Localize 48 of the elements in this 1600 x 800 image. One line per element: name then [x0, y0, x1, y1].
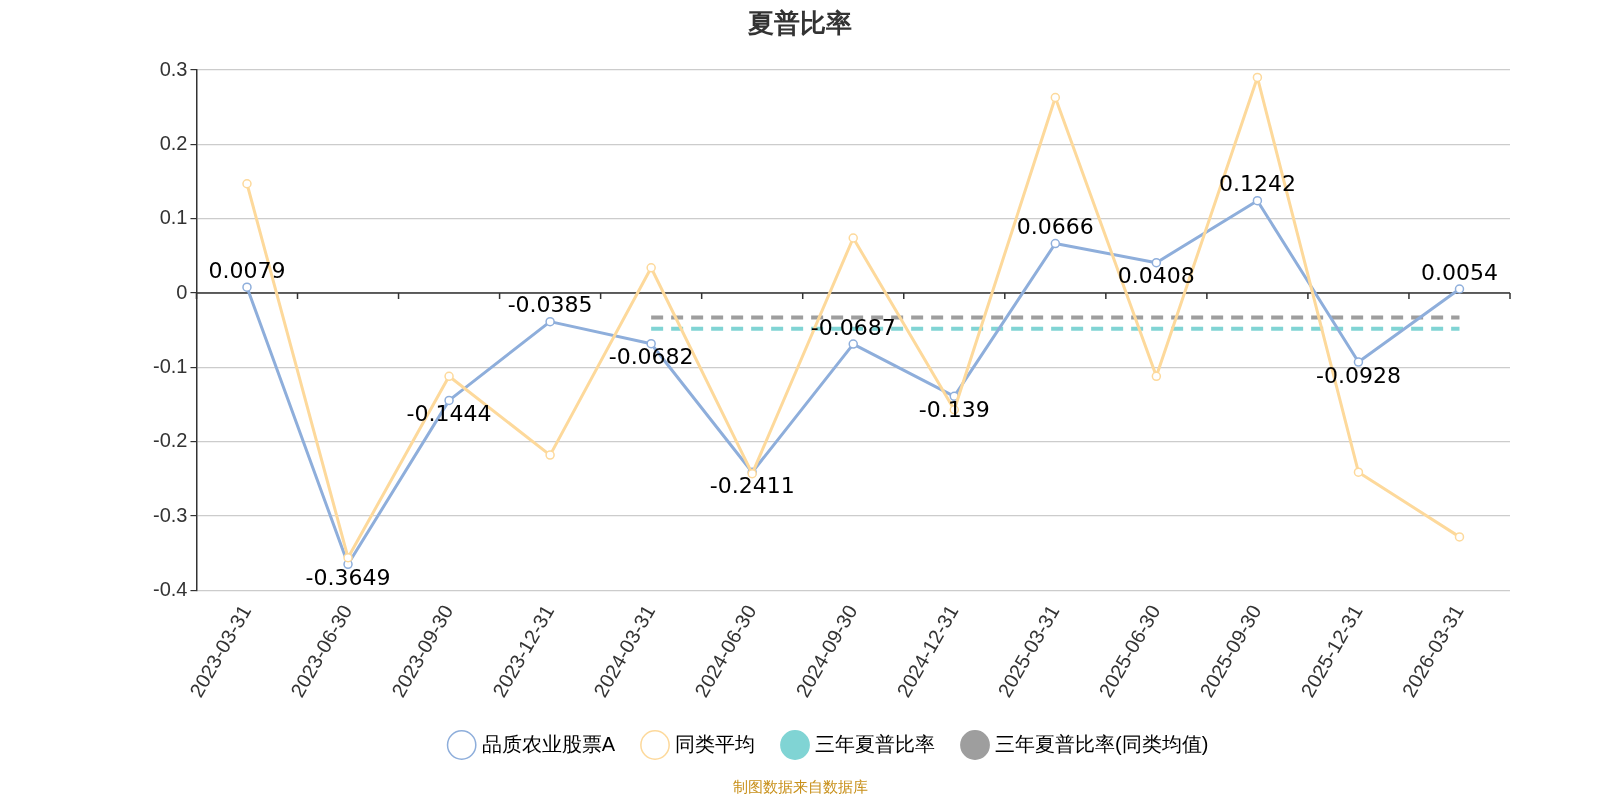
point [343, 552, 353, 563]
point [444, 395, 454, 406]
point [1151, 371, 1162, 382]
data-label: 0.1242 [1218, 171, 1296, 197]
data-label: -0.0385 [507, 292, 593, 318]
y-tick-label: 0.3 [159, 57, 188, 80]
data-label: 0.0666 [1016, 214, 1094, 240]
point [1353, 467, 1364, 477]
data-label: -0.139 [918, 397, 990, 423]
point [242, 179, 252, 189]
data-label: -0.0682 [608, 344, 694, 370]
y-tick-label: 0 [176, 280, 188, 303]
data-label: -0.0687 [810, 314, 896, 340]
y-tick-label: -0.4 [152, 577, 188, 600]
data-label: 0.0054 [1420, 259, 1498, 285]
data-label: 0.0079 [208, 257, 286, 283]
data-label: 0.0408 [1117, 263, 1195, 289]
point [1050, 92, 1061, 103]
y-tick-label: -0.2 [152, 429, 188, 452]
data-label: -0.0928 [1315, 362, 1401, 388]
point [1252, 72, 1263, 83]
y-tick-label: -0.1 [152, 354, 188, 377]
text: 制图数据来自数据库 [731, 778, 869, 797]
point [545, 316, 555, 327]
point [646, 263, 656, 273]
y-tick-label: 0.1 [159, 206, 188, 229]
point [545, 450, 555, 460]
y-tick-label: -0.3 [152, 503, 188, 526]
point [848, 339, 858, 349]
legend-label: 同类平均 [675, 732, 756, 755]
data-label: -0.2411 [709, 472, 795, 498]
chart-title: 夏普比率 [747, 7, 853, 40]
point [1050, 238, 1061, 249]
data-label: -0.1444 [406, 401, 492, 427]
point [848, 233, 858, 243]
point [1454, 532, 1465, 542]
legend-label: 三年夏普比率 [815, 732, 936, 755]
point [1252, 195, 1263, 206]
point [1151, 257, 1162, 268]
point [1353, 357, 1364, 367]
point [444, 371, 454, 382]
legend-label: 三年夏普比率(同类均值) [995, 732, 1209, 755]
legend-label: 品质农业股票A [481, 732, 616, 755]
y-tick-label: 0.2 [159, 131, 188, 154]
point [242, 282, 252, 292]
data-label: -0.3649 [305, 565, 391, 591]
point [646, 338, 656, 349]
point [1454, 284, 1465, 294]
